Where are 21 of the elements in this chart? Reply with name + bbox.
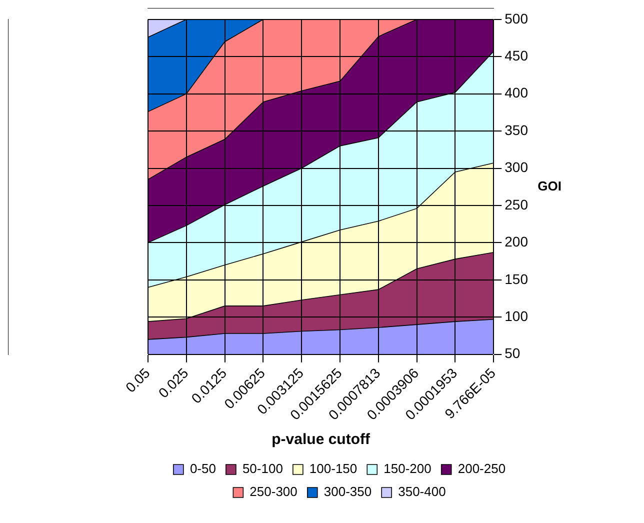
legend-label: 0-50 <box>190 461 216 476</box>
y-tick-label: 100 <box>504 308 528 324</box>
legend-label: 150-200 <box>384 461 432 476</box>
y-tick-label: 150 <box>504 270 528 287</box>
y-tick-label: 450 <box>504 47 528 64</box>
x-tick-label: 0.05 <box>122 364 153 396</box>
y-tick-label: 350 <box>504 122 528 138</box>
legend-label: 250-300 <box>250 484 298 500</box>
legend-label: 300-350 <box>324 484 372 500</box>
y-tick-label: 200 <box>504 234 528 250</box>
y-tick-label: 250 <box>504 196 528 212</box>
y-axis-title: GOI <box>538 178 562 194</box>
y-tick-label: 300 <box>504 159 528 176</box>
y-tick-label: 500 <box>504 10 528 26</box>
y-tick-label: 400 <box>504 84 528 101</box>
x-axis-title: p-value cutoff <box>272 431 371 448</box>
legend-label: 200-250 <box>458 461 506 476</box>
y-tick-label: 50 <box>504 345 520 362</box>
legend-label: 350-400 <box>398 484 446 500</box>
legend-label: 50-100 <box>242 461 283 476</box>
legend-label: 100-150 <box>309 461 358 476</box>
